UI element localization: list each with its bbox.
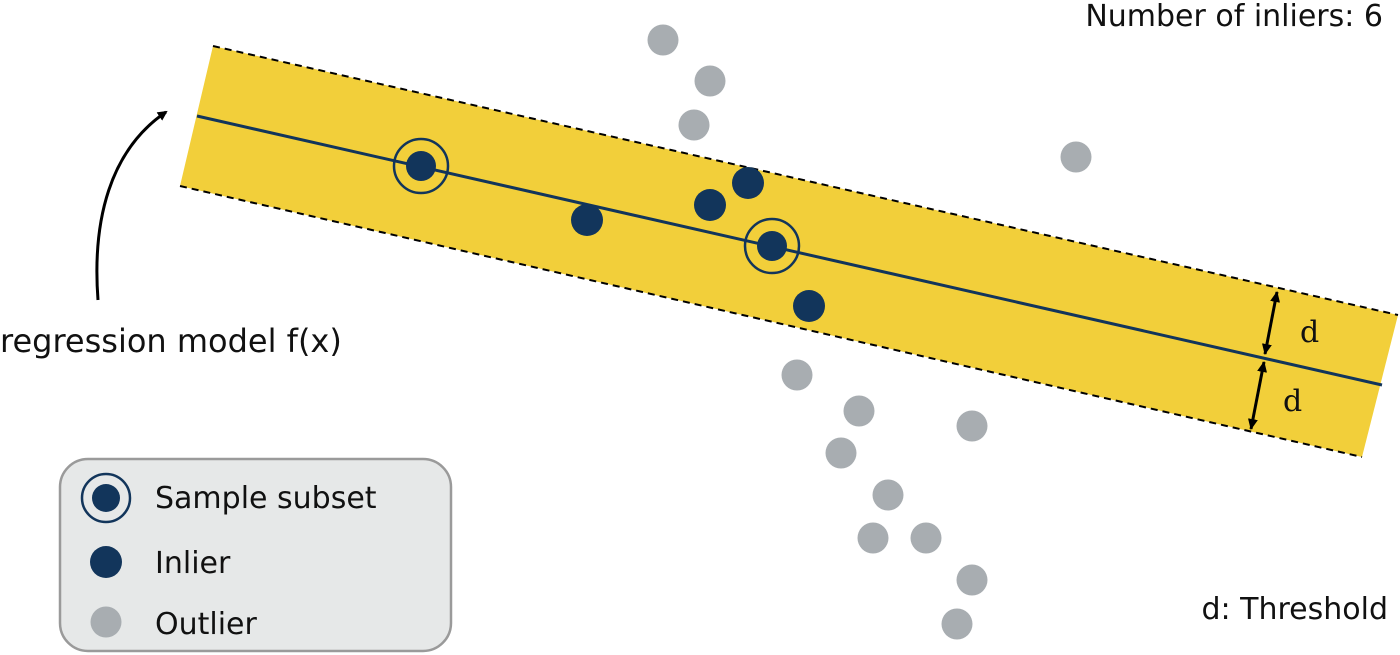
outlier-point xyxy=(694,65,726,97)
outlier-points xyxy=(647,24,1092,640)
threshold-d-lower-label: d xyxy=(1283,384,1302,419)
model-pointer-arrow xyxy=(95,110,168,301)
legend-sample-subset-icon xyxy=(92,484,120,512)
legend-inlier-label: Inlier xyxy=(155,546,231,581)
outlier-point xyxy=(1060,141,1092,173)
outlier-point xyxy=(956,410,988,442)
band-lower-edge xyxy=(179,185,1363,458)
inlier-points xyxy=(571,167,825,322)
outlier-point xyxy=(910,522,942,554)
outlier-point xyxy=(647,24,679,56)
sample-subset-ring xyxy=(392,137,450,195)
legend-box xyxy=(58,457,453,653)
outlier-point xyxy=(941,608,973,640)
outlier-point xyxy=(857,522,889,554)
inlier-point xyxy=(571,204,603,236)
outlier-point xyxy=(843,395,875,427)
outlier-point xyxy=(956,564,988,596)
sample-subset-ring xyxy=(743,217,801,275)
band-upper-edge xyxy=(212,45,1399,316)
outlier-point xyxy=(678,109,710,141)
legend-inlier-icon xyxy=(90,546,122,578)
outlier-point xyxy=(825,437,857,469)
inlier-point xyxy=(694,189,726,221)
legend-outlier-icon xyxy=(90,606,122,638)
threshold-legend-label: d: Threshold xyxy=(1201,592,1388,627)
legend-sample-subset-ring xyxy=(80,472,132,524)
model-label: regression model f(x) xyxy=(0,322,342,360)
sample-subset-point xyxy=(406,151,436,181)
inliers-count-label: Number of inliers: 6 xyxy=(1085,0,1383,34)
threshold-arrow-lower xyxy=(1247,361,1268,430)
regression-line xyxy=(196,114,1383,387)
sample-subset-points xyxy=(392,137,801,275)
threshold-d-upper-label: d xyxy=(1300,315,1319,350)
threshold-arrow-upper xyxy=(1261,291,1281,355)
inlier-point xyxy=(793,290,825,322)
legend-outlier-label: Outlier xyxy=(155,607,258,642)
outlier-point xyxy=(781,359,813,391)
outlier-point xyxy=(872,479,904,511)
inlier-point xyxy=(732,167,764,199)
sample-subset-point xyxy=(757,231,787,261)
legend: Sample subset Inlier Outlier xyxy=(58,457,453,653)
legend-sample-subset-label: Sample subset xyxy=(155,481,377,516)
